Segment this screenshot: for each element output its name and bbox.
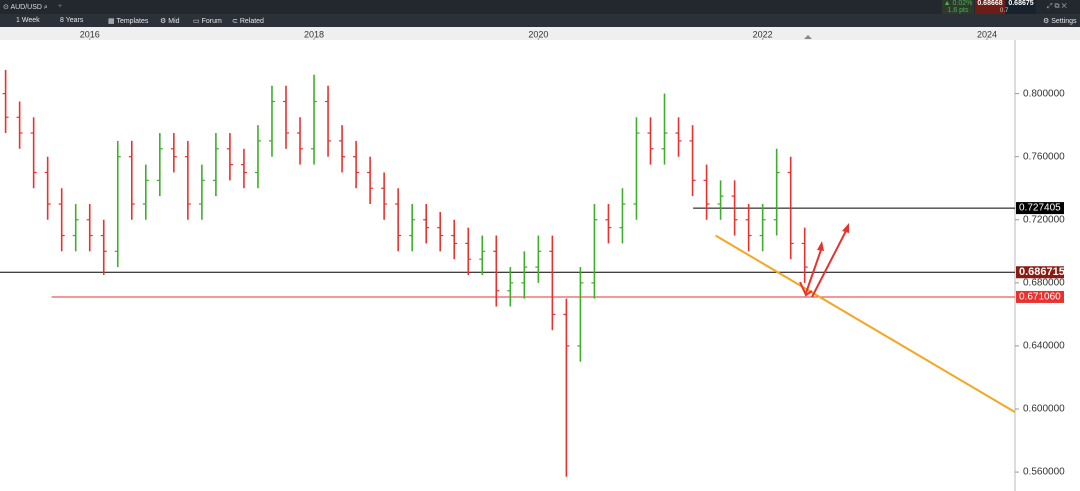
x-tick-label: 2018 [304,29,324,39]
change-box: ▲ 0.02% 1.6 pts [942,0,974,14]
price-label-box [1016,266,1064,279]
change-pct: ▲ 0.02% [943,0,973,7]
arrow [799,281,813,297]
change-pts: 1.6 pts [947,7,969,14]
arrow [805,246,823,294]
y-tick-label: 0.800000 [1023,88,1065,99]
trendline [715,234,1016,414]
y-tick-label: 0.760000 [1023,151,1065,162]
price-label-box [1016,290,1064,303]
time-axis-band [0,27,1080,40]
bid-box[interactable]: 0.68668 [975,0,1005,14]
mid-button[interactable]: Mid [168,18,180,25]
x-tick-label: 2016 [80,29,100,39]
forum-button[interactable]: Forum [201,18,222,25]
bid: 0.68668 [977,0,1003,7]
y-tick-label: 0.720000 [1023,214,1065,225]
price-label-box [1016,202,1064,215]
range-button[interactable]: 8 Years [60,17,84,24]
arrow-head [842,223,849,233]
interval-button[interactable]: 1 Week [16,17,40,24]
price-chart: 2016 2018 2020 2022 2024 0.560000 0.600000 0.64… [0,27,1080,491]
ask: 0.68675 [1008,0,1034,7]
arrow-head [817,241,824,251]
ask-box[interactable]: 0.68675 [1006,0,1036,14]
price-label: 0.671060 [1019,292,1061,303]
tab-bar: ⊙ AUD/USD ⌕ + ▲ 0.02% 1.6 pts 0.68668 0.… [0,0,1080,14]
y-tick-label: 0.680000 [1023,277,1065,288]
x-tick-label: 2022 [753,29,773,39]
y-tick-label: 0.600000 [1023,404,1065,415]
arrows [2,69,849,477]
spread: 0.7 [1000,8,1009,14]
x-tick-label: 2020 [528,29,548,39]
time-marker [804,35,812,39]
y-tick-label: 0.640000 [1023,341,1065,352]
price-axis-band [1015,40,1080,491]
price-label: 0.727405 [1019,203,1061,214]
symbol-tab[interactable]: ⊙ AUD/USD ⌕ [3,4,48,11]
toolbar: 1 Week 8 Years ▦ Templates ⚙ Mid ▭ Forum… [0,14,1080,27]
add-tab[interactable]: + [58,3,63,10]
y-tick-label: 0.560000 [1023,467,1065,478]
price-label: 0.686715 [1019,266,1065,278]
symbol: AUD/USD [10,4,42,11]
window-controls[interactable]: ⤢ ⧉ ✕ [1047,3,1067,10]
arrow [811,228,848,298]
related-button[interactable]: Related [239,18,264,25]
settings-button[interactable]: Settings [1051,18,1077,25]
x-tick-label: 2024 [977,29,997,39]
templates-button[interactable]: Templates [116,18,149,25]
